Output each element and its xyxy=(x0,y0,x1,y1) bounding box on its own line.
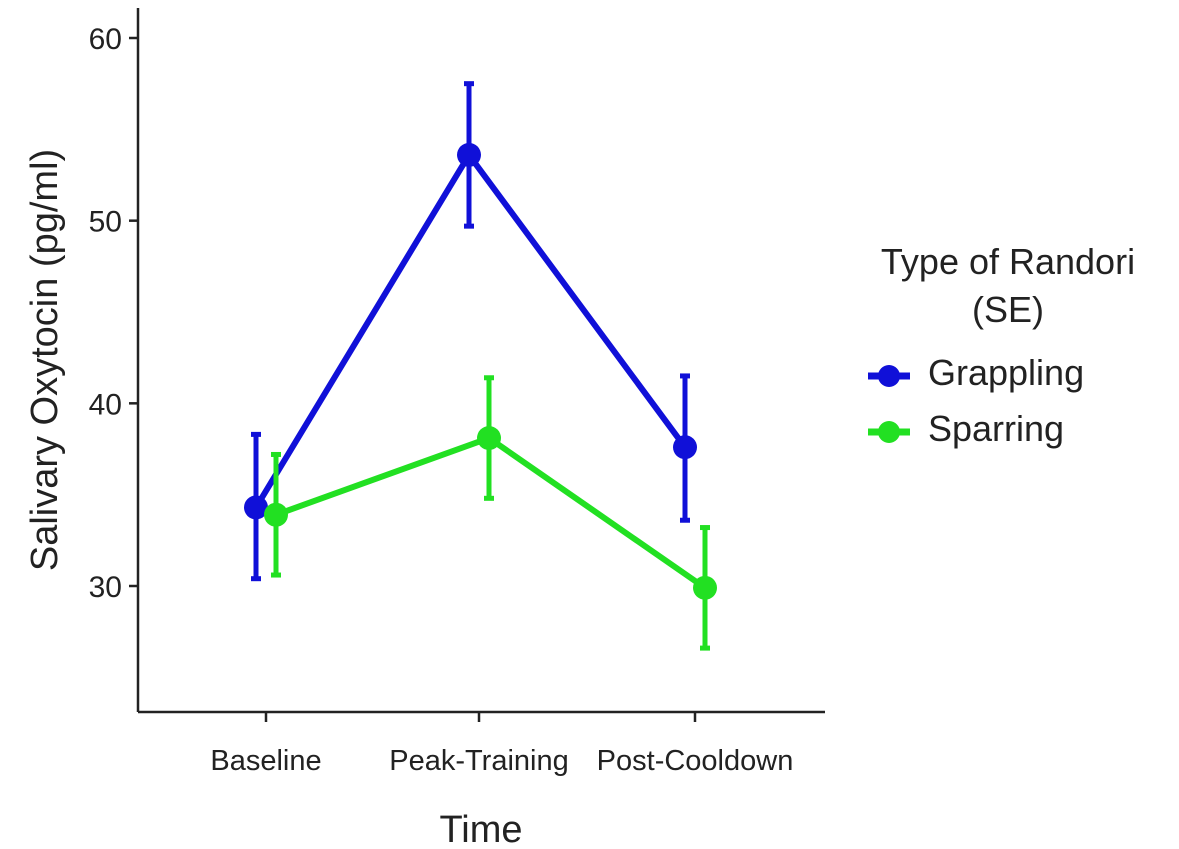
y-axis-title: Salivary Oxytocin (pg/ml) xyxy=(24,149,66,571)
legend-key-grappling xyxy=(868,365,910,387)
data-point-sparring xyxy=(693,575,717,600)
legend: Type of Randori (SE) Grappling Sparring xyxy=(848,238,1168,460)
x-tick-label: Post-Cooldown xyxy=(597,745,794,777)
y-tick-label: 60 xyxy=(89,23,122,56)
data-point-grappling xyxy=(457,142,481,167)
x-axis-title: Time xyxy=(439,809,522,849)
x-tick-label: Peak-Training xyxy=(389,745,568,777)
data-point-grappling xyxy=(244,495,268,520)
data-point-sparring xyxy=(477,426,501,451)
legend-title-line-2: (SE) xyxy=(972,289,1044,330)
legend-item-sparring: Sparring xyxy=(848,404,1168,460)
legend-label-sparring: Sparring xyxy=(928,408,1065,449)
y-tick-label: 50 xyxy=(89,206,122,239)
x-tick-label: Baseline xyxy=(210,745,321,777)
legend-label-grappling: Grappling xyxy=(928,352,1085,393)
legend-item-grappling: Grappling xyxy=(848,348,1168,404)
data-point-sparring xyxy=(264,502,288,527)
y-tick-label: 40 xyxy=(89,388,122,421)
y-tick-label: 30 xyxy=(89,571,122,604)
legend-key-sparring xyxy=(868,421,910,443)
data-point-grappling xyxy=(673,435,697,460)
legend-title-line-1: Type of Randori xyxy=(880,241,1136,282)
legend-title: Type of Randori (SE) xyxy=(848,238,1168,334)
